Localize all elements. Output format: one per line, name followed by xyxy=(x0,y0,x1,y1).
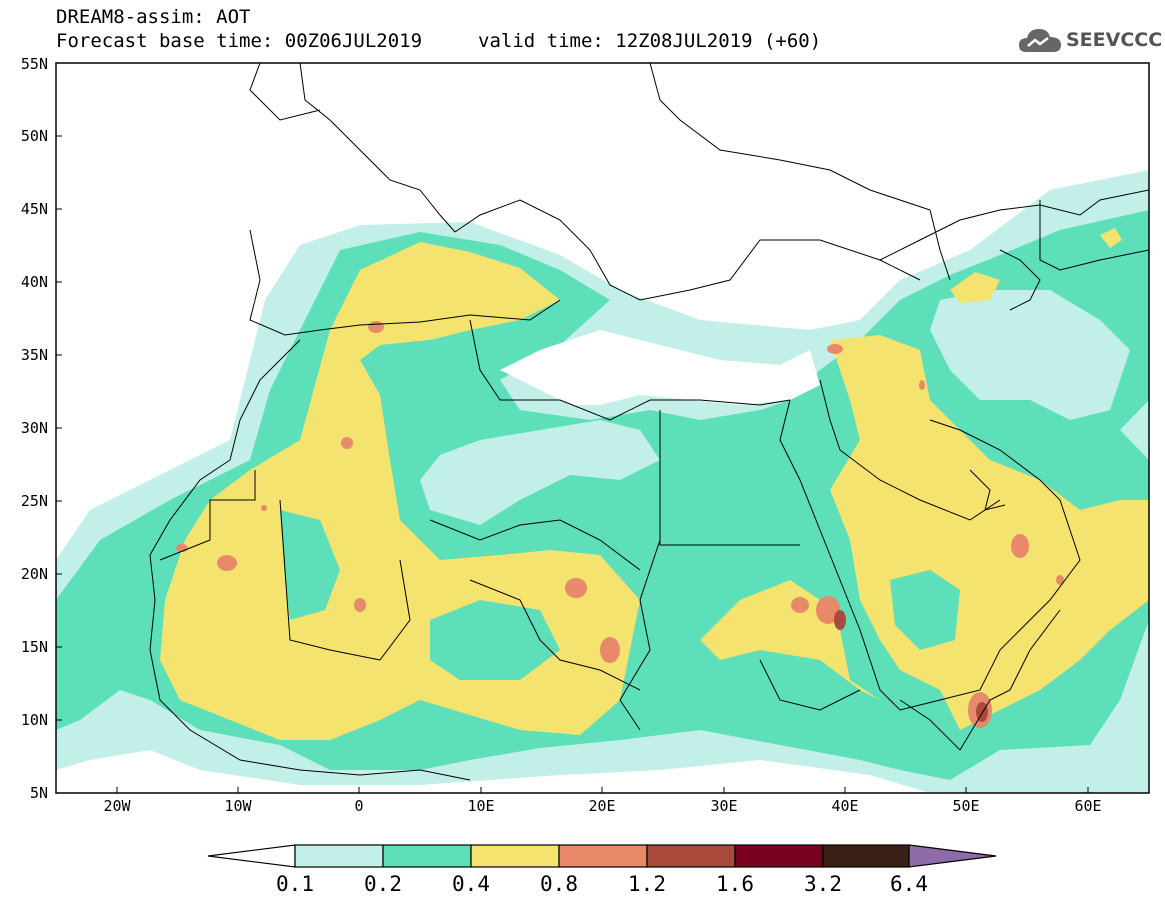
colorbar-label: 3.2 xyxy=(804,872,842,896)
lat-label: 50N xyxy=(20,127,48,145)
lon-label: 10E xyxy=(467,797,495,815)
aot-field-0.4-sudan xyxy=(700,580,880,700)
lon-label: 20E xyxy=(588,797,616,815)
lon-label: 30E xyxy=(710,797,738,815)
colorbar-label: 0.4 xyxy=(452,872,490,896)
aot-field-1.2 xyxy=(834,610,988,722)
lat-label: 15N xyxy=(20,638,48,656)
lat-label: 45N xyxy=(20,200,48,218)
lat-label: 40N xyxy=(20,273,48,291)
coastlines xyxy=(149,63,1149,781)
colorbar-label: 0.1 xyxy=(276,872,314,896)
lat-label: 25N xyxy=(20,492,48,510)
lon-label: 50E xyxy=(952,797,980,815)
aot-hole-iran xyxy=(930,290,1130,420)
aot-sahara-green-1 xyxy=(280,510,340,620)
lon-label: 20W xyxy=(103,797,131,815)
lat-label: 5N xyxy=(29,784,48,802)
colorbar-low-arrow xyxy=(207,844,296,868)
forecast-base-time: Forecast base time: 00Z06JUL2019 xyxy=(56,30,423,52)
lon-label: 40E xyxy=(831,797,859,815)
lat-label: 30N xyxy=(20,419,48,437)
colorbar-segment-1 xyxy=(294,844,384,868)
axis-ticks xyxy=(56,135,1089,793)
map-title: DREAM8-assim: AOT xyxy=(56,6,251,28)
aot-field-0.4-caspian xyxy=(1100,228,1122,248)
aot-hole-libya xyxy=(420,420,660,525)
lon-label: 10W xyxy=(224,797,252,815)
colorbar-segment-6 xyxy=(734,844,824,868)
logo-text: SEEVCCC xyxy=(1066,29,1163,51)
lat-label: 35N xyxy=(20,346,48,364)
colorbar-segment-4 xyxy=(558,844,648,868)
colorbar-high-arrow xyxy=(908,844,997,868)
aot-sahara-green-2 xyxy=(430,600,560,680)
lat-label: 55N xyxy=(20,55,48,73)
colorbar-label: 1.6 xyxy=(716,872,754,896)
colorbar-segment-5 xyxy=(646,844,736,868)
lon-label: 0 xyxy=(354,797,364,815)
aot-field-0.4-caucasus xyxy=(950,272,1000,303)
colorbar-label: 0.8 xyxy=(540,872,578,896)
colorbar-label: 6.4 xyxy=(890,872,928,896)
seevccc-logo: SEEVCCC xyxy=(1018,24,1162,56)
mediterranean-clean xyxy=(500,330,820,405)
lat-label: 20N xyxy=(20,565,48,583)
lat-label: 10N xyxy=(20,711,48,729)
colorbar-segment-2 xyxy=(382,844,472,868)
aot-arabia-green xyxy=(890,570,960,650)
colorbar-label: 0.2 xyxy=(364,872,402,896)
lon-label: 60E xyxy=(1074,797,1102,815)
colorbar xyxy=(207,844,997,868)
valid-time: valid time: 12Z08JUL2019 (+60) xyxy=(478,30,822,52)
colorbar-segment-7 xyxy=(822,844,910,868)
colorbar-label: 1.2 xyxy=(628,872,666,896)
colorbar-segment-3 xyxy=(470,844,560,868)
cloud-icon xyxy=(1019,29,1061,52)
